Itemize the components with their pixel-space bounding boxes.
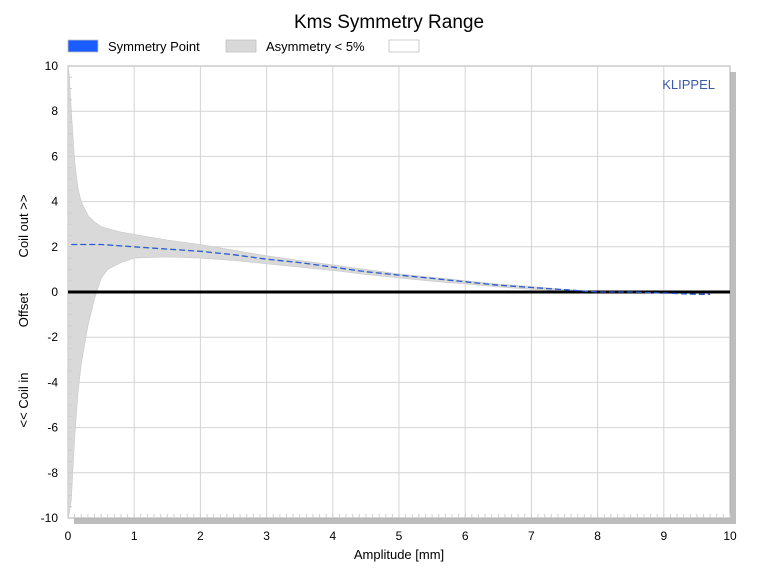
y-tick-label: -2: [47, 330, 58, 344]
legend: Symmetry Point Asymmetry < 5%: [67, 39, 420, 54]
y-tick-label: 6: [51, 149, 58, 163]
y-tick-label: -8: [47, 466, 58, 480]
legend-label: Asymmetry < 5%: [266, 39, 365, 54]
y-axis-label-offset: Offset: [16, 292, 31, 327]
x-tick-label: 1: [131, 529, 138, 543]
symmetry-point-line: [71, 243, 711, 295]
symmetry-point-series: [71, 243, 711, 295]
x-tick-label: 5: [396, 529, 403, 543]
x-tick-label: 3: [263, 529, 270, 543]
legend-swatch: [67, 39, 99, 53]
x-tick-label: 9: [660, 529, 667, 543]
y-axis-label-coil-in: << Coil in: [16, 373, 31, 428]
x-tick-label: 6: [462, 529, 469, 543]
legend-swatch: [388, 39, 420, 53]
x-axis-label: Amplitude [mm]: [354, 547, 444, 562]
y-tick-label: 8: [51, 104, 58, 118]
y-tick-label: -10: [41, 511, 59, 525]
legend-label: Symmetry Point: [108, 39, 200, 54]
x-tick-label: 4: [329, 529, 336, 543]
minor-ticks: [68, 76, 731, 518]
y-axis-label-coil-out: Coil out >>: [16, 195, 31, 258]
x-tick-label: 7: [528, 529, 535, 543]
x-tick-labels: 0 1 2 3 4 5 6 7 8 9 10: [65, 529, 737, 543]
y-tick-label: 2: [51, 240, 58, 254]
x-tick-label: 10: [723, 529, 737, 543]
y-tick-label: -4: [47, 375, 58, 389]
y-tick-label: 4: [51, 195, 58, 209]
y-tick-label: 0: [51, 285, 58, 299]
y-tick-labels: 10 8 6 4 2 0 -2 -4 -6 -8 -10: [41, 59, 59, 525]
klippel-watermark: KLIPPEL: [662, 77, 715, 92]
x-tick-label: 8: [594, 529, 601, 543]
legend-swatch: [225, 39, 257, 53]
x-tick-label: 0: [65, 529, 72, 543]
chart-title: Kms Symmetry Range: [294, 12, 484, 33]
x-tick-label: 2: [197, 529, 204, 543]
y-tick-label: 10: [45, 59, 59, 73]
y-tick-label: -6: [47, 421, 58, 435]
